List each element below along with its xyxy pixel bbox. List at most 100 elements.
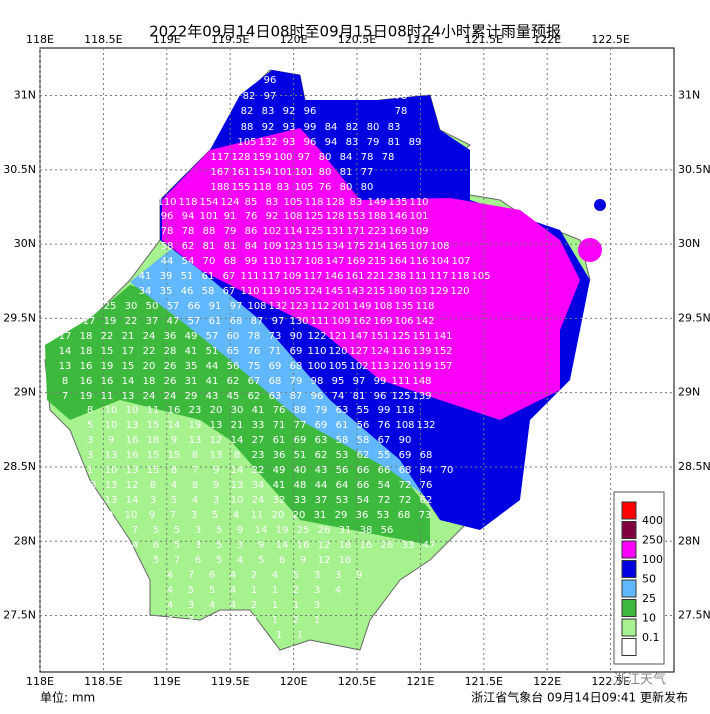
station-value: 2 bbox=[255, 630, 261, 641]
y-tick-label: 29N bbox=[678, 386, 700, 399]
station-value: 5 bbox=[209, 585, 215, 596]
station-value: 152 bbox=[433, 346, 452, 357]
station-value: 78 bbox=[248, 331, 261, 342]
station-value: 13 bbox=[59, 361, 72, 372]
station-value: 97 bbox=[272, 316, 285, 327]
station-value: 30 bbox=[125, 301, 138, 312]
station-value: 108 bbox=[283, 211, 302, 222]
station-value: 9 bbox=[213, 480, 219, 491]
island bbox=[578, 238, 602, 262]
station-value: 58 bbox=[161, 241, 174, 252]
station-value: 188 bbox=[367, 211, 386, 222]
station-value: 5 bbox=[171, 495, 177, 506]
legend-swatch bbox=[621, 521, 637, 539]
station-value: 67 bbox=[378, 435, 391, 446]
station-value: 20 bbox=[272, 510, 285, 521]
station-value: 8 bbox=[192, 480, 198, 491]
station-value: 101 bbox=[294, 167, 313, 178]
station-value: 4 bbox=[167, 615, 173, 626]
station-value: 118 bbox=[178, 197, 197, 208]
station-value: 121 bbox=[328, 331, 347, 342]
station-value: 78 bbox=[395, 106, 408, 117]
station-value: 63 bbox=[269, 391, 282, 402]
station-value: 4 bbox=[233, 510, 239, 521]
legend-swatch bbox=[621, 618, 637, 637]
station-value: 36 bbox=[273, 450, 286, 461]
station-value: 3 bbox=[87, 435, 93, 446]
station-value: 67 bbox=[248, 376, 261, 387]
station-value: 79 bbox=[290, 376, 303, 387]
station-value: 2 bbox=[293, 615, 299, 626]
station-value: 132 bbox=[416, 420, 435, 431]
station-value: 108 bbox=[395, 420, 414, 431]
station-value: 67 bbox=[223, 271, 236, 282]
station-value: 50 bbox=[146, 301, 159, 312]
station-value: 66 bbox=[378, 465, 391, 476]
station-value: 175 bbox=[346, 241, 365, 252]
station-value: 3 bbox=[188, 615, 194, 626]
station-value: 18 bbox=[80, 346, 93, 357]
station-value: 108 bbox=[373, 301, 392, 312]
station-value: 2 bbox=[267, 660, 273, 671]
station-value: 100 bbox=[273, 152, 292, 163]
station-value: 68 bbox=[269, 376, 282, 387]
station-value: 102 bbox=[262, 226, 281, 237]
station-value: 9 bbox=[108, 435, 114, 446]
station-value: 2 bbox=[132, 555, 138, 566]
station-value: 125 bbox=[304, 226, 323, 237]
station-value: 3 bbox=[237, 540, 243, 551]
station-value: 3 bbox=[213, 630, 219, 641]
station-value: 1 bbox=[234, 630, 240, 641]
station-value: 117 bbox=[429, 271, 448, 282]
station-value: 91 bbox=[224, 211, 237, 222]
station-value: 47 bbox=[167, 316, 180, 327]
station-value: 61 bbox=[202, 271, 215, 282]
station-value: 116 bbox=[409, 256, 428, 267]
station-value: 129 bbox=[429, 286, 448, 297]
x-tick-label: 118E bbox=[26, 33, 54, 46]
station-value: 96 bbox=[304, 137, 317, 148]
station-value: 13 bbox=[105, 450, 118, 461]
station-value: 17 bbox=[59, 331, 72, 342]
station-value: 5 bbox=[212, 510, 218, 521]
station-value: 54 bbox=[378, 480, 391, 491]
station-value: 26 bbox=[164, 376, 177, 387]
station-value: 125 bbox=[391, 391, 410, 402]
station-value: 20 bbox=[293, 510, 306, 521]
station-value: 3 bbox=[150, 495, 156, 506]
station-value: 2 bbox=[251, 570, 257, 581]
station-value: 64 bbox=[336, 480, 349, 491]
station-value: 49 bbox=[273, 465, 286, 476]
station-value: 103 bbox=[408, 286, 427, 297]
x-tick-label: 121.5E bbox=[465, 33, 503, 46]
station-value: 130 bbox=[289, 316, 308, 327]
station-value: 3 bbox=[87, 450, 93, 461]
station-value: 9 bbox=[107, 510, 113, 521]
station-value: 41 bbox=[252, 405, 265, 416]
station-value: 1 bbox=[314, 615, 320, 626]
station-value: 131 bbox=[325, 226, 344, 237]
station-value: 7 bbox=[174, 555, 180, 566]
station-value: 58 bbox=[336, 435, 349, 446]
station-value: 119 bbox=[412, 361, 431, 372]
station-value: 171 bbox=[346, 226, 365, 237]
station-value: 142 bbox=[415, 316, 434, 327]
y-tick-label: 31N bbox=[678, 89, 700, 102]
station-value: 83 bbox=[277, 182, 290, 193]
title: 2022年09月14日08时至09月15日08时24小时累计雨量预报 bbox=[149, 23, 561, 41]
station-value: 51 bbox=[181, 271, 194, 282]
station-value: 223 bbox=[367, 226, 386, 237]
station-value: 25 bbox=[297, 525, 310, 536]
station-value: 44 bbox=[315, 480, 328, 491]
station-value: 134 bbox=[325, 241, 344, 252]
station-value: 68 bbox=[399, 465, 412, 476]
station-value: 111 bbox=[408, 271, 427, 282]
legend-swatch bbox=[621, 501, 637, 520]
station-value: 79 bbox=[367, 137, 380, 148]
station-value: 119 bbox=[261, 286, 280, 297]
station-value: 96 bbox=[374, 391, 387, 402]
station-value: 83 bbox=[388, 122, 401, 133]
station-value: 110 bbox=[240, 286, 259, 297]
station-value: 16 bbox=[101, 376, 114, 387]
station-value: 74 bbox=[332, 391, 345, 402]
